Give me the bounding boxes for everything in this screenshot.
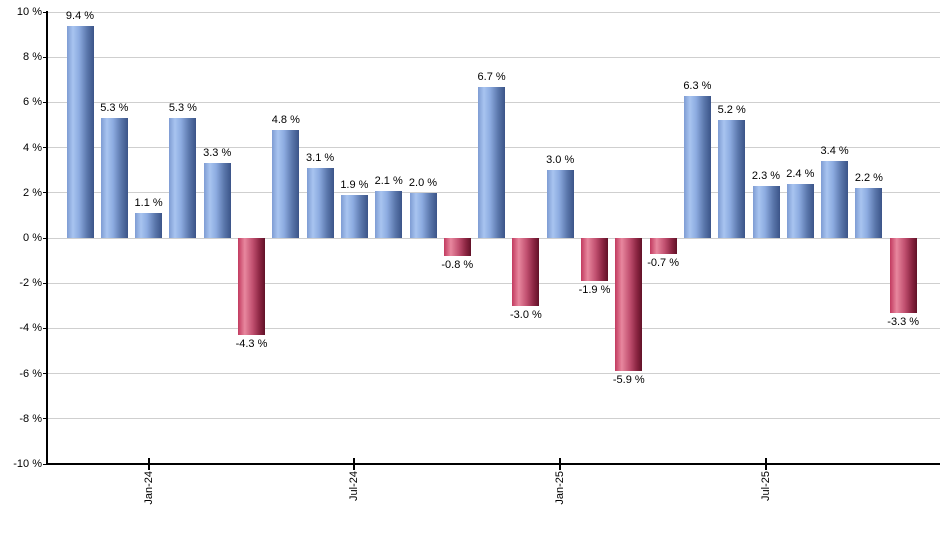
bar-7: [272, 129, 300, 238]
bar-value-label: -5.9 %: [612, 374, 645, 387]
bar-value-label: 2.2 %: [854, 172, 883, 185]
bar-5: [203, 163, 231, 238]
bar-16: [581, 238, 608, 281]
gridline: [48, 327, 940, 329]
bar-value-label: -3.0 %: [509, 308, 542, 321]
y-axis-tick-label: -10 %: [13, 458, 42, 470]
bar-9: [340, 195, 368, 238]
bar-18: [649, 238, 677, 254]
x-axis-tick-mark: [353, 458, 356, 470]
y-axis-tick-label: -8 %: [19, 412, 42, 425]
y-axis-tick-mark: [43, 327, 48, 329]
bar-value-label: 6.7 %: [477, 70, 506, 83]
gridline: [48, 373, 940, 375]
y-axis-tick-label: 8 %: [23, 51, 42, 64]
bar-value-label: 6.3 %: [683, 79, 712, 92]
bar-13: [478, 86, 506, 238]
y-axis-tick-mark: [43, 192, 48, 194]
plot-area: [48, 11, 940, 465]
bar-value-label: 3.0 %: [546, 154, 575, 167]
bar-20: [718, 120, 746, 238]
y-axis-tick-mark: [43, 11, 48, 13]
y-axis-line: [46, 11, 48, 465]
bar-6: [238, 238, 265, 336]
y-axis-tick-mark: [43, 237, 48, 239]
bar-3: [135, 213, 163, 238]
bar-value-label: -0.8 %: [441, 259, 474, 272]
bar-value-label: 2.3 %: [751, 170, 781, 183]
x-axis-tick-mark: [765, 458, 767, 470]
x-axis-tick-label: Jul-24: [348, 471, 361, 501]
y-axis-tick-label: -2 %: [19, 277, 42, 290]
bar-10: [375, 190, 403, 238]
x-axis-tick-mark: [147, 458, 150, 470]
y-axis-tick-mark: [43, 463, 48, 465]
y-axis-tick-mark: [43, 101, 48, 103]
bar-14: [512, 238, 540, 306]
x-axis-tick-mark: [559, 458, 562, 470]
bar-value-label: -1.9 %: [578, 283, 611, 296]
y-axis-tick-mark: [43, 373, 48, 375]
bar-2: [100, 118, 128, 238]
x-axis-tick-label: Jul-25: [760, 471, 772, 501]
y-axis-tick-label: -6 %: [19, 367, 42, 380]
y-axis-tick-label: 10 %: [16, 6, 42, 18]
bar-11: [409, 192, 437, 238]
bar-value-label: 1.9 %: [340, 179, 369, 192]
gridline: [48, 418, 940, 420]
bar-value-label: 4.8 %: [271, 113, 300, 126]
bar-value-label: -3.3 %: [887, 315, 920, 328]
x-axis-tick-label: Jan-24: [142, 471, 155, 505]
x-axis-tick-label: Jan-25: [554, 471, 567, 505]
y-axis-tick-label: -4 %: [19, 322, 42, 335]
bar-value-label: 3.1 %: [306, 151, 335, 164]
bar-17: [615, 238, 643, 372]
bar-value-label: 3.4 %: [820, 145, 849, 158]
y-axis-tick-label: 2 %: [23, 186, 42, 199]
y-axis-tick-label: 6 %: [23, 96, 42, 109]
bar-24: [855, 188, 883, 238]
bar-value-label: 5.3 %: [168, 102, 197, 115]
bar-value-label: 1.1 %: [134, 197, 163, 210]
bar-12: [443, 238, 471, 257]
gridline: [48, 56, 940, 58]
bar-15: [546, 170, 574, 238]
x-axis-line: [46, 463, 940, 465]
bar-21: [752, 186, 780, 238]
bar-value-label: 2.0 %: [408, 176, 438, 189]
bar-value-label: -0.7 %: [647, 256, 679, 269]
y-axis-tick-label: 4 %: [23, 141, 42, 154]
bar-value-label: 2.1 %: [374, 174, 403, 187]
bar-23: [821, 161, 849, 238]
bar-25: [889, 238, 917, 313]
bar-value-label: 2.4 %: [786, 167, 815, 180]
bar-22: [786, 183, 814, 238]
y-axis-tick-mark: [43, 282, 48, 284]
bar-19: [683, 95, 711, 238]
y-axis-tick-mark: [43, 56, 48, 58]
y-axis-tick-mark: [43, 147, 48, 149]
bar-value-label: 5.3 %: [100, 102, 129, 115]
bar-value-label: -4.3 %: [235, 338, 268, 351]
bar-value-label: 9.4 %: [65, 9, 95, 22]
gridline: [48, 11, 940, 13]
y-axis-tick-label: 0 %: [23, 232, 42, 244]
bar-value-label: 3.3 %: [203, 147, 232, 160]
bar-4: [169, 118, 197, 238]
gridline: [48, 282, 940, 284]
bar-value-label: 5.2 %: [717, 104, 746, 117]
gridline: [48, 237, 940, 239]
bar-1: [66, 25, 94, 238]
y-axis-tick-mark: [43, 418, 48, 420]
bar-8: [306, 167, 334, 238]
